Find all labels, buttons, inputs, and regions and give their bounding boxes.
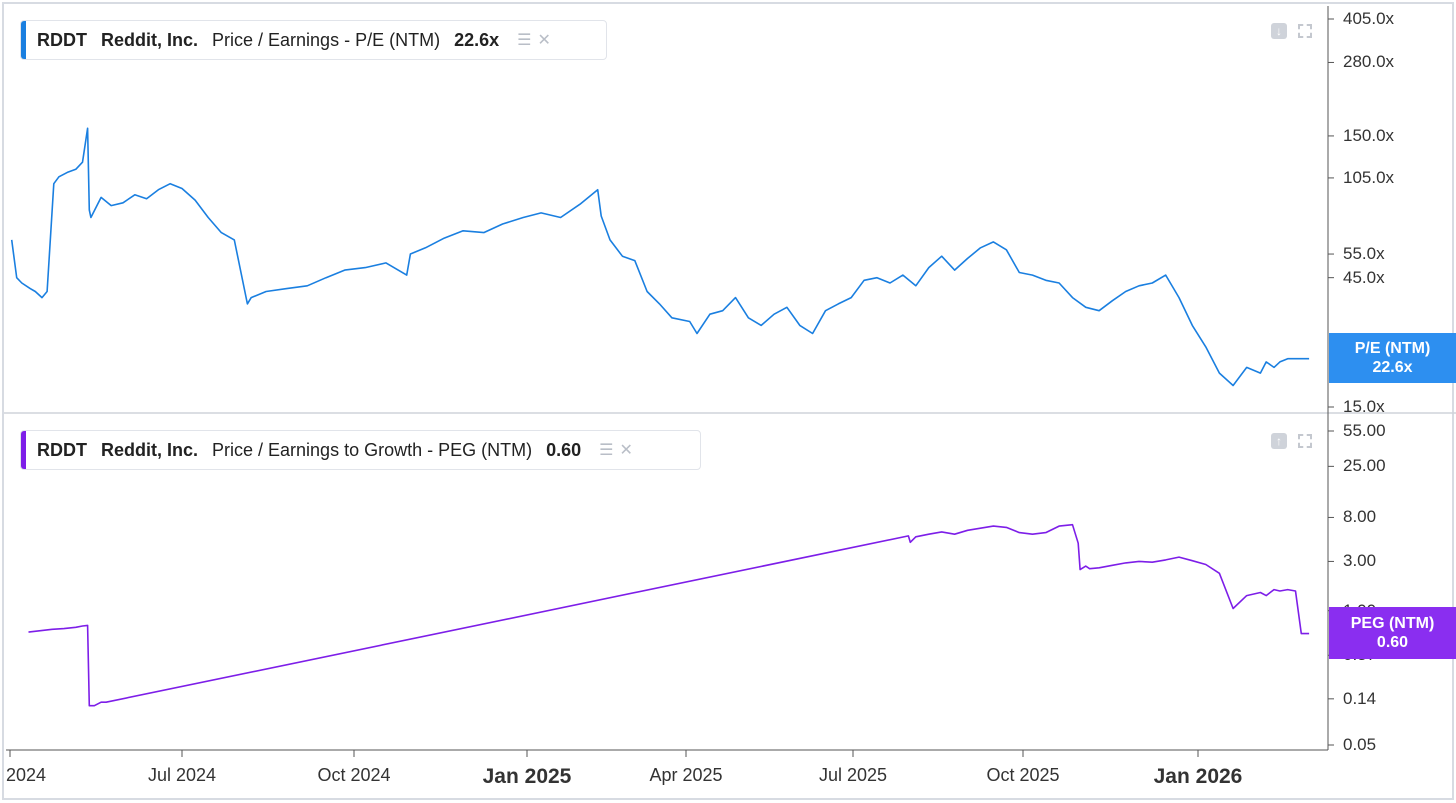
peg-legend-color-bar (21, 431, 26, 469)
peg-legend-metric: Price / Earnings to Growth - PEG (NTM) (212, 439, 533, 460)
pe-y-tick-label: 105.0x (1343, 167, 1395, 187)
move-down-icon[interactable]: ↓ (1270, 22, 1288, 40)
close-icon[interactable]: ✕ (537, 32, 551, 49)
pe-y-tick-label: 55.0x (1343, 244, 1385, 264)
pe-legend-ticker: RDDT (37, 29, 87, 50)
peg-legend[interactable]: RDDT Reddit, Inc. Price / Earnings to Gr… (20, 430, 701, 470)
close-icon[interactable]: ✕ (619, 442, 633, 459)
peg-legend-company: Reddit, Inc. (101, 439, 199, 460)
pe-legend-color-bar (21, 21, 26, 59)
pe-y-tick-label: 405.0x (1343, 9, 1395, 28)
x-tick-label: Jul 2025 (818, 765, 888, 785)
pe-legend-metric: Price / Earnings - P/E (NTM) (212, 29, 441, 50)
layers-icon[interactable]: ☰ (599, 442, 614, 459)
pe-y-tick-label: 280.0x (1343, 52, 1395, 72)
peg-pane-tools: ↑ (1270, 432, 1314, 450)
pe-value-tag: P/E (NTM) 22.6x (1329, 333, 1456, 383)
x-tick-label: Oct 2025 (986, 765, 1060, 785)
pe-tag-value: 22.6x (1372, 359, 1413, 376)
pe-y-tick-label: 45.0x (1343, 267, 1385, 287)
pe-legend-company: Reddit, Inc. (101, 29, 199, 50)
peg-value-tag: PEG (NTM) 0.60 (1329, 607, 1456, 659)
peg-y-tick-label: 3.00 (1343, 551, 1377, 571)
axis-ticks (9, 18, 1334, 757)
pe-tag-label: P/E (NTM) (1354, 340, 1431, 357)
pe-series-line (10, 127, 1310, 387)
pe-legend-value: 22.6x (454, 29, 500, 50)
peg-tag-label: PEG (NTM) (1350, 615, 1435, 632)
pe-pane-tools: ↓ (1270, 22, 1314, 40)
peg-y-tick-label: 25.00 (1343, 456, 1386, 476)
fullscreen-icon[interactable] (1296, 432, 1314, 450)
pe-legend[interactable]: RDDT Reddit, Inc. Price / Earnings - P/E… (20, 20, 607, 60)
x-tick-label: Jul 2024 (147, 765, 217, 785)
peg-series-line (28, 523, 1310, 707)
peg-y-tick-label: 0.14 (1343, 688, 1377, 708)
x-tick-label: 2024 (5, 765, 47, 785)
x-tick-label: Apr 2025 (649, 765, 723, 785)
peg-tag-value: 0.60 (1376, 634, 1409, 651)
peg-legend-value: 0.60 (546, 439, 582, 460)
layers-icon[interactable]: ☰ (517, 32, 532, 49)
x-tick-label: Jan 2026 (1153, 765, 1243, 788)
fullscreen-icon[interactable] (1296, 22, 1314, 40)
x-tick-label: Jan 2025 (482, 765, 572, 788)
x-tick-label: Oct 2024 (317, 765, 391, 785)
pe-y-tick-label: 150.0x (1343, 125, 1395, 145)
peg-legend-ticker: RDDT (37, 439, 87, 460)
move-up-icon[interactable]: ↑ (1270, 432, 1288, 450)
peg-y-tick-label: 0.05 (1343, 735, 1377, 754)
peg-y-tick-label: 8.00 (1343, 507, 1377, 527)
peg-y-tick-label: 55.00 (1343, 421, 1386, 440)
pe-y-tick-label: 15.0x (1343, 397, 1385, 416)
